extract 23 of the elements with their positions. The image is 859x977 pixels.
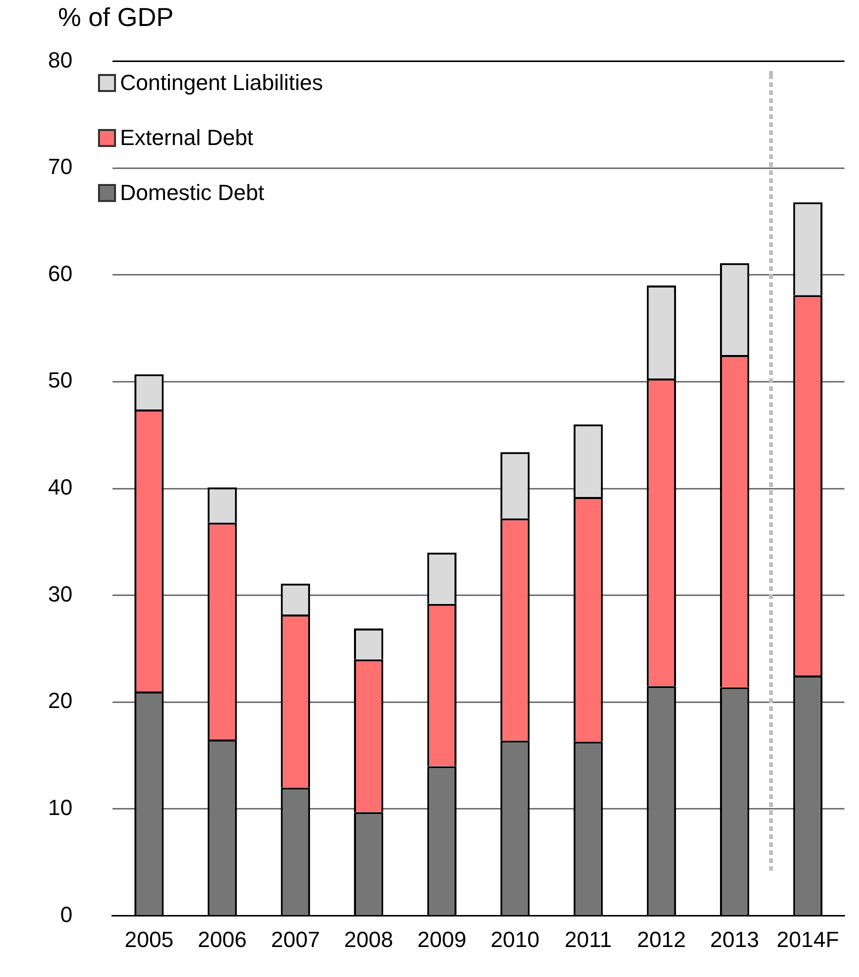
y-tick-label: 10: [48, 795, 72, 820]
x-tick-label: 2011: [564, 927, 612, 952]
y-tick-label: 40: [48, 474, 72, 500]
y-tick-label: 60: [48, 260, 72, 286]
legend-label: Domestic Debt: [120, 180, 264, 205]
y-tick-label: 70: [48, 154, 72, 180]
y-tick-label: 0: [60, 902, 72, 927]
x-tick-label: 2013: [710, 927, 760, 952]
y-tick-label: 20: [48, 688, 72, 714]
y-tick-label: 80: [48, 47, 72, 72]
y-axis-title: % of GDP: [58, 2, 174, 33]
x-tick-label: 2009: [417, 927, 466, 952]
x-tick-label: 2010: [490, 927, 540, 952]
x-tick-label: 2005: [124, 927, 174, 952]
x-tick-label: 2007: [270, 927, 320, 952]
x-tick-label: 2006: [198, 927, 247, 952]
legend-label: Contingent Liabilities: [120, 70, 324, 95]
x-tick-label: 2012: [636, 927, 686, 952]
x-tick-label: 2014F: [776, 927, 840, 952]
y-tick-label: 30: [48, 581, 72, 606]
y-tick-label: 50: [48, 368, 72, 393]
x-tick-label: 2008: [344, 927, 394, 952]
legend-label: External Debt: [120, 125, 254, 150]
